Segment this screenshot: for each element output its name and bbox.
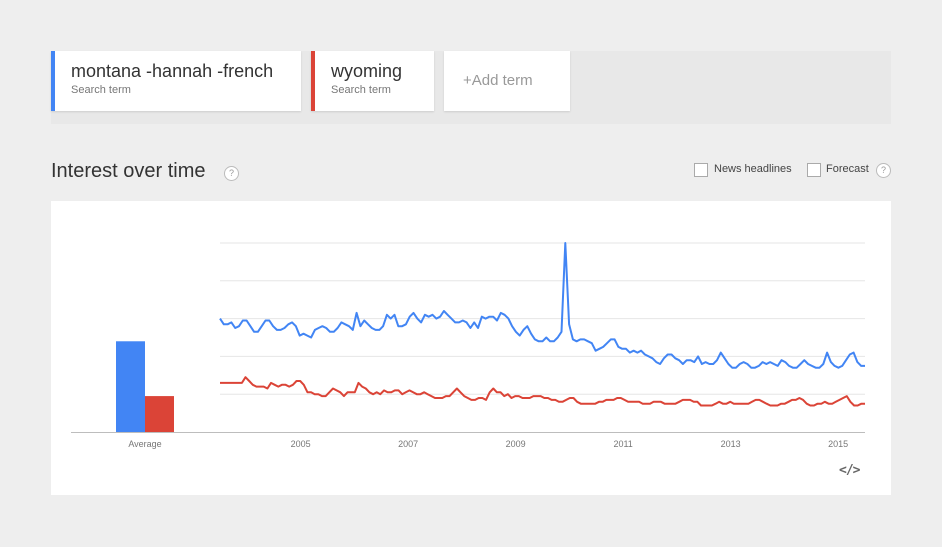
x-tick-label: 2009 (506, 439, 526, 449)
search-term-type: Search term (71, 84, 131, 96)
news-headlines-label[interactable]: News headlines (714, 163, 792, 175)
series-line-1 (219, 242, 865, 369)
x-tick-label: 2013 (721, 439, 741, 449)
average-bar-2 (145, 396, 174, 432)
add-term-button[interactable]: +Add term (444, 51, 570, 111)
forecast-checkbox[interactable] (807, 163, 821, 177)
search-term-type: Search term (331, 84, 391, 96)
search-term-card-2[interactable]: wyoming Search term (311, 51, 434, 111)
average-bar-1 (116, 341, 145, 432)
search-term-card-1[interactable]: montana -hannah -french Search term (51, 51, 301, 111)
forecast-label[interactable]: Forecast (826, 163, 869, 175)
chart-svg: Average 2005 2007 2009 2011 2013 2015 (71, 242, 865, 449)
average-label: Average (128, 439, 161, 449)
help-icon[interactable]: ? (224, 166, 239, 181)
embed-code-icon[interactable]: </> (839, 463, 861, 478)
section-title: Interest over time (51, 160, 206, 182)
x-tick-label: 2015 (828, 439, 848, 449)
search-term-name[interactable]: wyoming (331, 61, 403, 81)
x-tick-label: 2007 (398, 439, 418, 449)
forecast-help-icon[interactable]: ? (876, 163, 891, 178)
x-tick-label: 2005 (291, 439, 311, 449)
add-term-label: +Add term (463, 72, 533, 89)
x-tick-label: 2011 (613, 439, 632, 449)
news-headlines-checkbox[interactable] (694, 163, 708, 177)
search-term-name[interactable]: montana -hannah -french (71, 61, 274, 81)
series-line-2 (220, 376, 865, 407)
interest-over-time-chart: Average 2005 2007 2009 2011 2013 2015 </> (51, 201, 891, 495)
